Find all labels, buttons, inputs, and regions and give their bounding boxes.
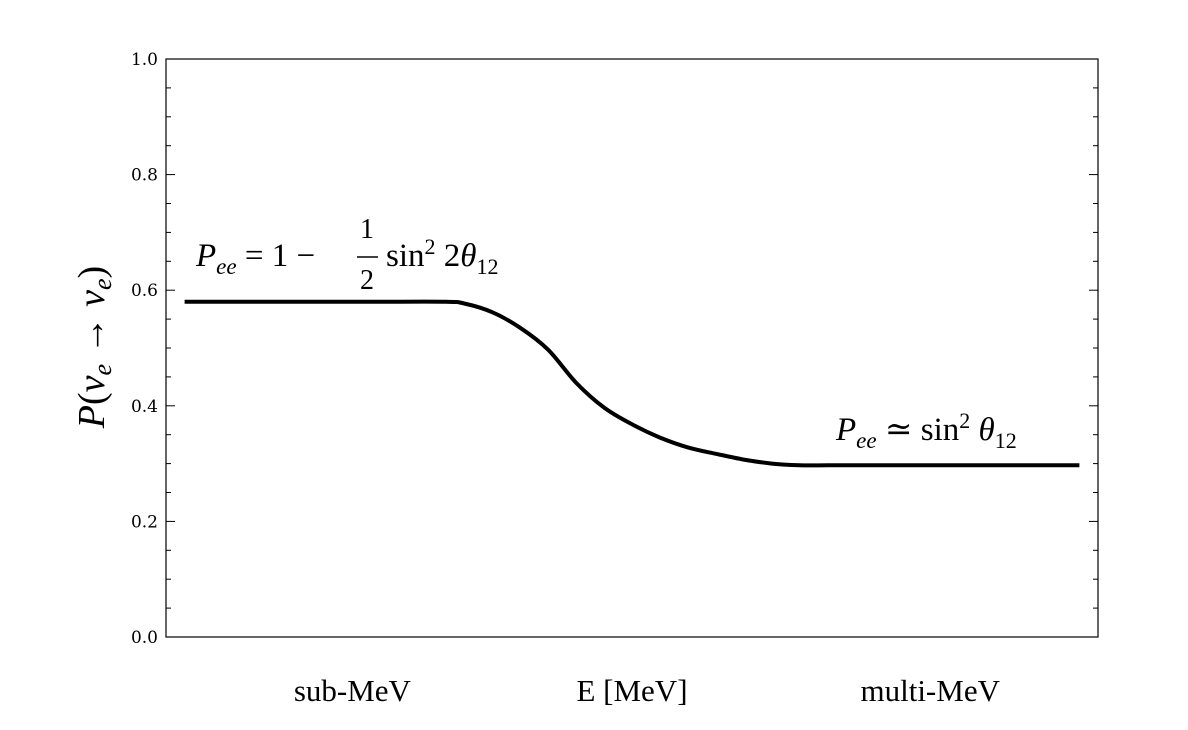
y-ticks [166,58,1098,638]
y-tick-label: 0.2 [131,512,158,532]
y-tick-labels: 0.0 0.2 0.4 0.6 0.8 1.0 [131,50,158,648]
x-category-label: sub-MeV [294,673,412,708]
svg-text:sin2 2θ12: sin2 2θ12 [386,234,498,279]
y-tick-label: 0.8 [131,166,158,186]
y-tick-label: 0.4 [131,397,158,417]
plot-frame [165,58,1099,638]
x-category-label: multi-MeV [860,673,1000,708]
x-category-labels: sub-MeV E [MeV] multi-MeV [294,673,1001,708]
y-tick-label: 0.0 [131,628,158,648]
fraction-denominator: 2 [360,265,374,296]
svg-text:Pee = 1 −: Pee = 1 − [195,238,315,279]
x-category-label: E [MeV] [576,673,687,708]
fraction-numerator: 1 [360,214,374,245]
annotation-high-energy: Pee ≃ sin2 θ12 [835,408,1017,453]
annotation-low-energy: Pee = 1 − 1 2 sin2 2θ12 [195,214,498,296]
svg-text:Pee ≃ sin2 θ12: Pee ≃ sin2 θ12 [835,408,1017,453]
y-tick-label: 0.6 [131,281,158,301]
y-tick-label: 1.0 [131,50,158,70]
series-line [184,299,1080,468]
y-axis-label: P(νe → νe) [71,266,117,429]
